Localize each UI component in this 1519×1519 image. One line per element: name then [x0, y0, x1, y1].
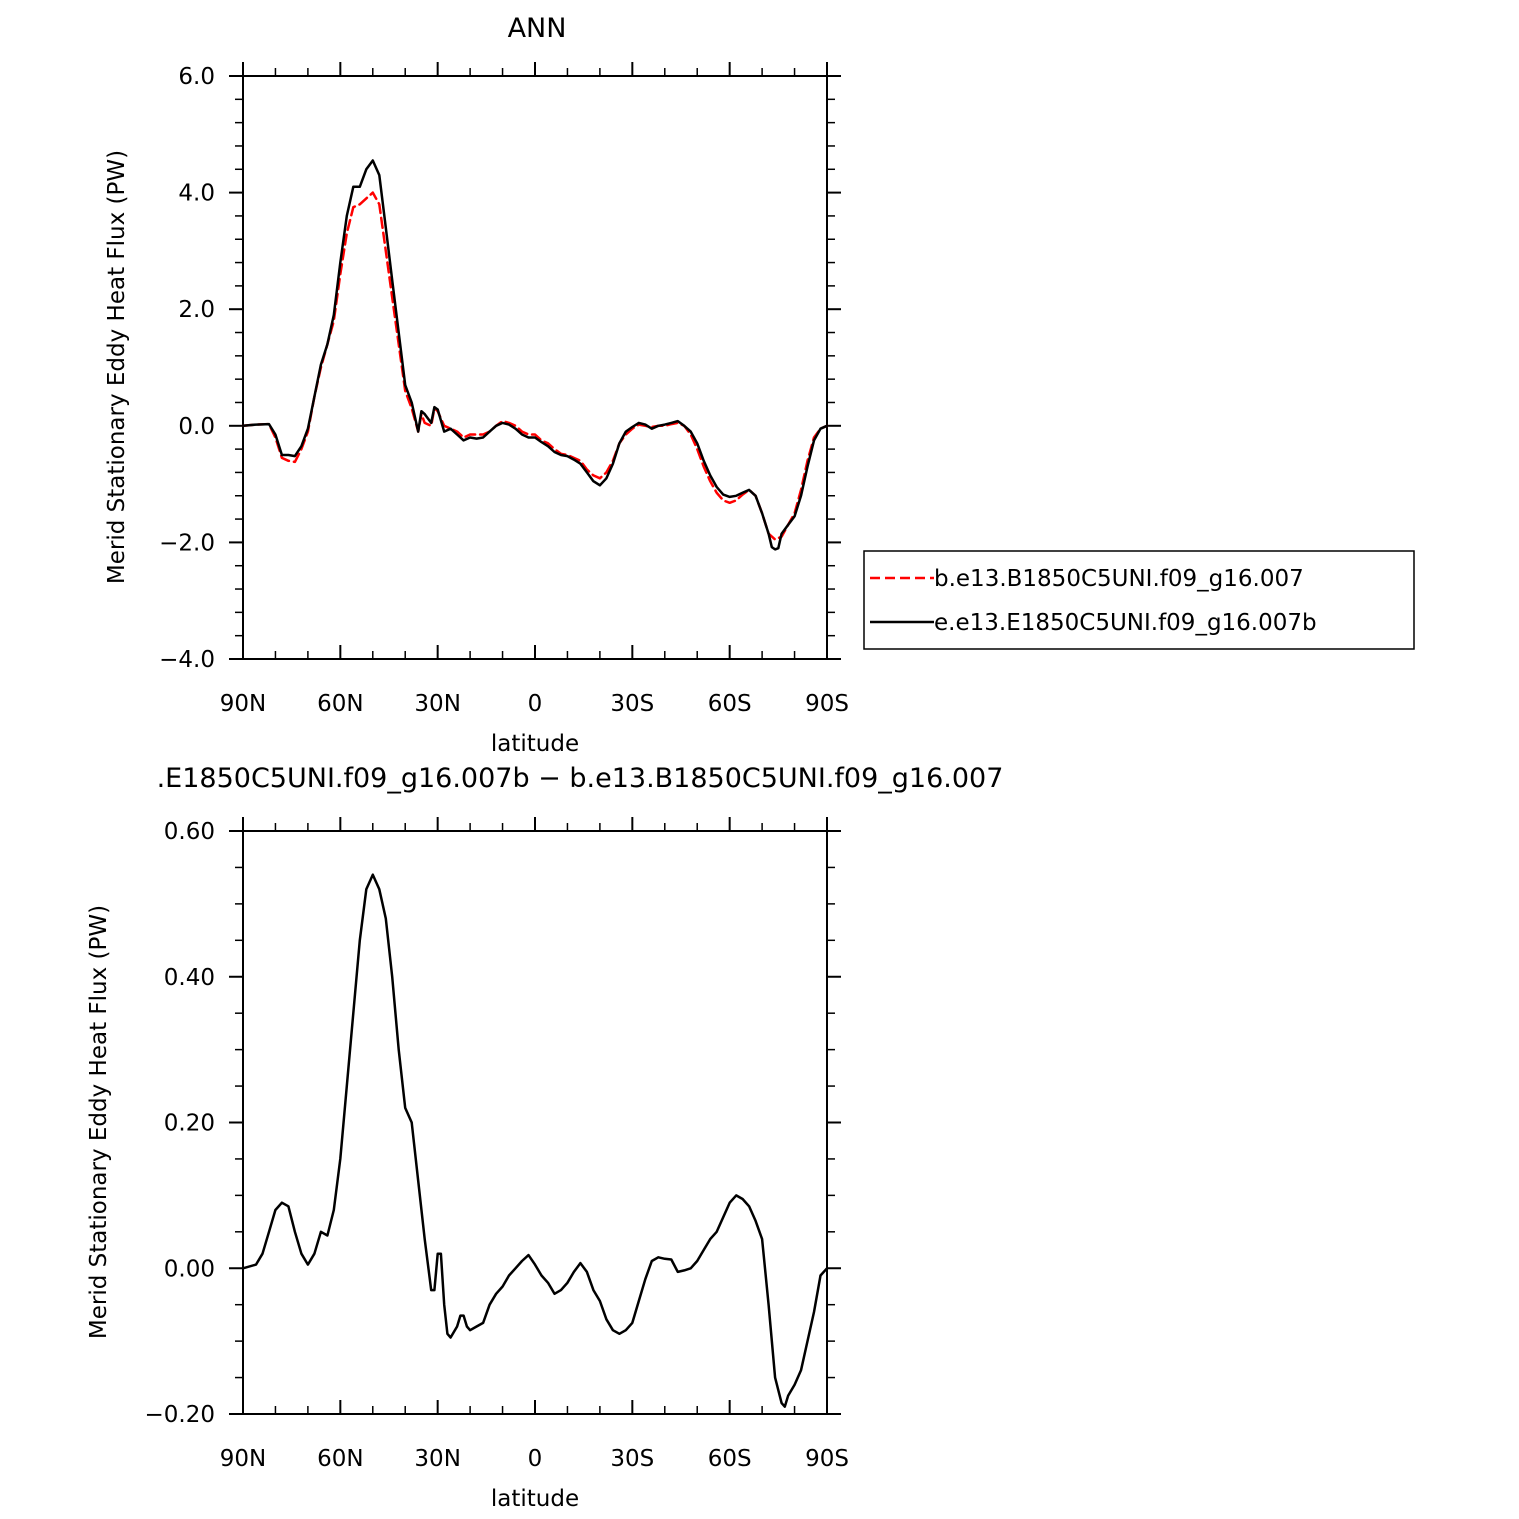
bottom-x-axis-label: latitude [491, 1486, 579, 1512]
top-x-tick-label: 60N [317, 691, 363, 717]
bottom-series-line-1 [241, 873, 829, 1408]
top-x-axis-label: latitude [491, 731, 579, 757]
top-x-tick-label: 60S [708, 691, 752, 717]
top-x-tick-label: 0 [528, 691, 543, 717]
top-x-tick-label: 90N [220, 691, 266, 717]
bottom-panel: .E1850C5UNI.f09_g16.007b − b.e13.B1850C5… [86, 763, 1003, 1512]
bottom-series-group [241, 873, 829, 1408]
top-y-tick-label: −2.0 [159, 530, 215, 556]
bottom-y-tick-labels: 0.60 0.40 0.20 0.00 −0.20 [145, 819, 215, 1428]
bottom-plot-frame [242, 830, 828, 1415]
top-y-tick-label: −4.0 [159, 647, 215, 673]
top-plot-frame [242, 75, 828, 660]
top-x-tick-labels: 90N 60N 30N 0 30S 60S 90S [220, 691, 849, 717]
bottom-x-tick-label: 30S [610, 1446, 654, 1472]
bottom-chart-title: .E1850C5UNI.f09_g16.007b − b.e13.B1850C5… [157, 763, 1004, 794]
bottom-y-tick-label: 0.40 [164, 965, 215, 991]
bottom-x-tick-label: 90S [805, 1446, 849, 1472]
top-y-tick-label: 2.0 [178, 297, 215, 323]
bottom-y-axis-label: Merid Stationary Eddy Heat Flux (PW) [86, 905, 112, 1339]
bottom-y-tick-label: −0.20 [145, 1402, 215, 1428]
legend-box [863, 550, 1415, 650]
legend-label-series-1: b.e13.B1850C5UNI.f09_g16.007 [934, 566, 1304, 592]
top-y-tick-label: 0.0 [178, 414, 215, 440]
top-x-tick-label: 30N [414, 691, 460, 717]
legend: b.e13.B1850C5UNI.f09_g16.007 e.e13.E1850… [863, 550, 1415, 650]
top-panel: ANN 6.0 4.0 2.0 0.0 −2.0 −4.0 90N 60N 30N 0 30S 60… [104, 13, 1415, 757]
bottom-x-tick-label: 60N [317, 1446, 363, 1472]
bottom-y-tick-label: 0.00 [164, 1256, 215, 1282]
bottom-x-tick-label: 30N [414, 1446, 460, 1472]
top-ticks [229, 62, 841, 660]
top-series-group [241, 159, 829, 551]
top-x-tick-label: 90S [805, 691, 849, 717]
top-series-line-2 [241, 159, 829, 551]
top-chart-title: ANN [508, 13, 567, 44]
top-series-line-1 [241, 191, 829, 541]
legend-label-series-2: e.e13.E1850C5UNI.f09_g16.007b [934, 610, 1317, 636]
bottom-x-tick-labels: 90N 60N 30N 0 30S 60S 90S [220, 1446, 849, 1472]
top-y-tick-labels: 6.0 4.0 2.0 0.0 −2.0 −4.0 [159, 64, 215, 673]
top-x-tick-label: 30S [610, 691, 654, 717]
top-y-tick-label: 6.0 [178, 64, 215, 90]
bottom-ticks [229, 817, 841, 1415]
bottom-y-tick-label: 0.20 [164, 1111, 215, 1137]
bottom-x-tick-label: 90N [220, 1446, 266, 1472]
bottom-x-tick-label: 60S [708, 1446, 752, 1472]
bottom-x-tick-label: 0 [528, 1446, 543, 1472]
top-y-tick-label: 4.0 [178, 181, 215, 207]
top-y-axis-label: Merid Stationary Eddy Heat Flux (PW) [104, 150, 130, 584]
bottom-y-tick-label: 0.60 [164, 819, 215, 845]
